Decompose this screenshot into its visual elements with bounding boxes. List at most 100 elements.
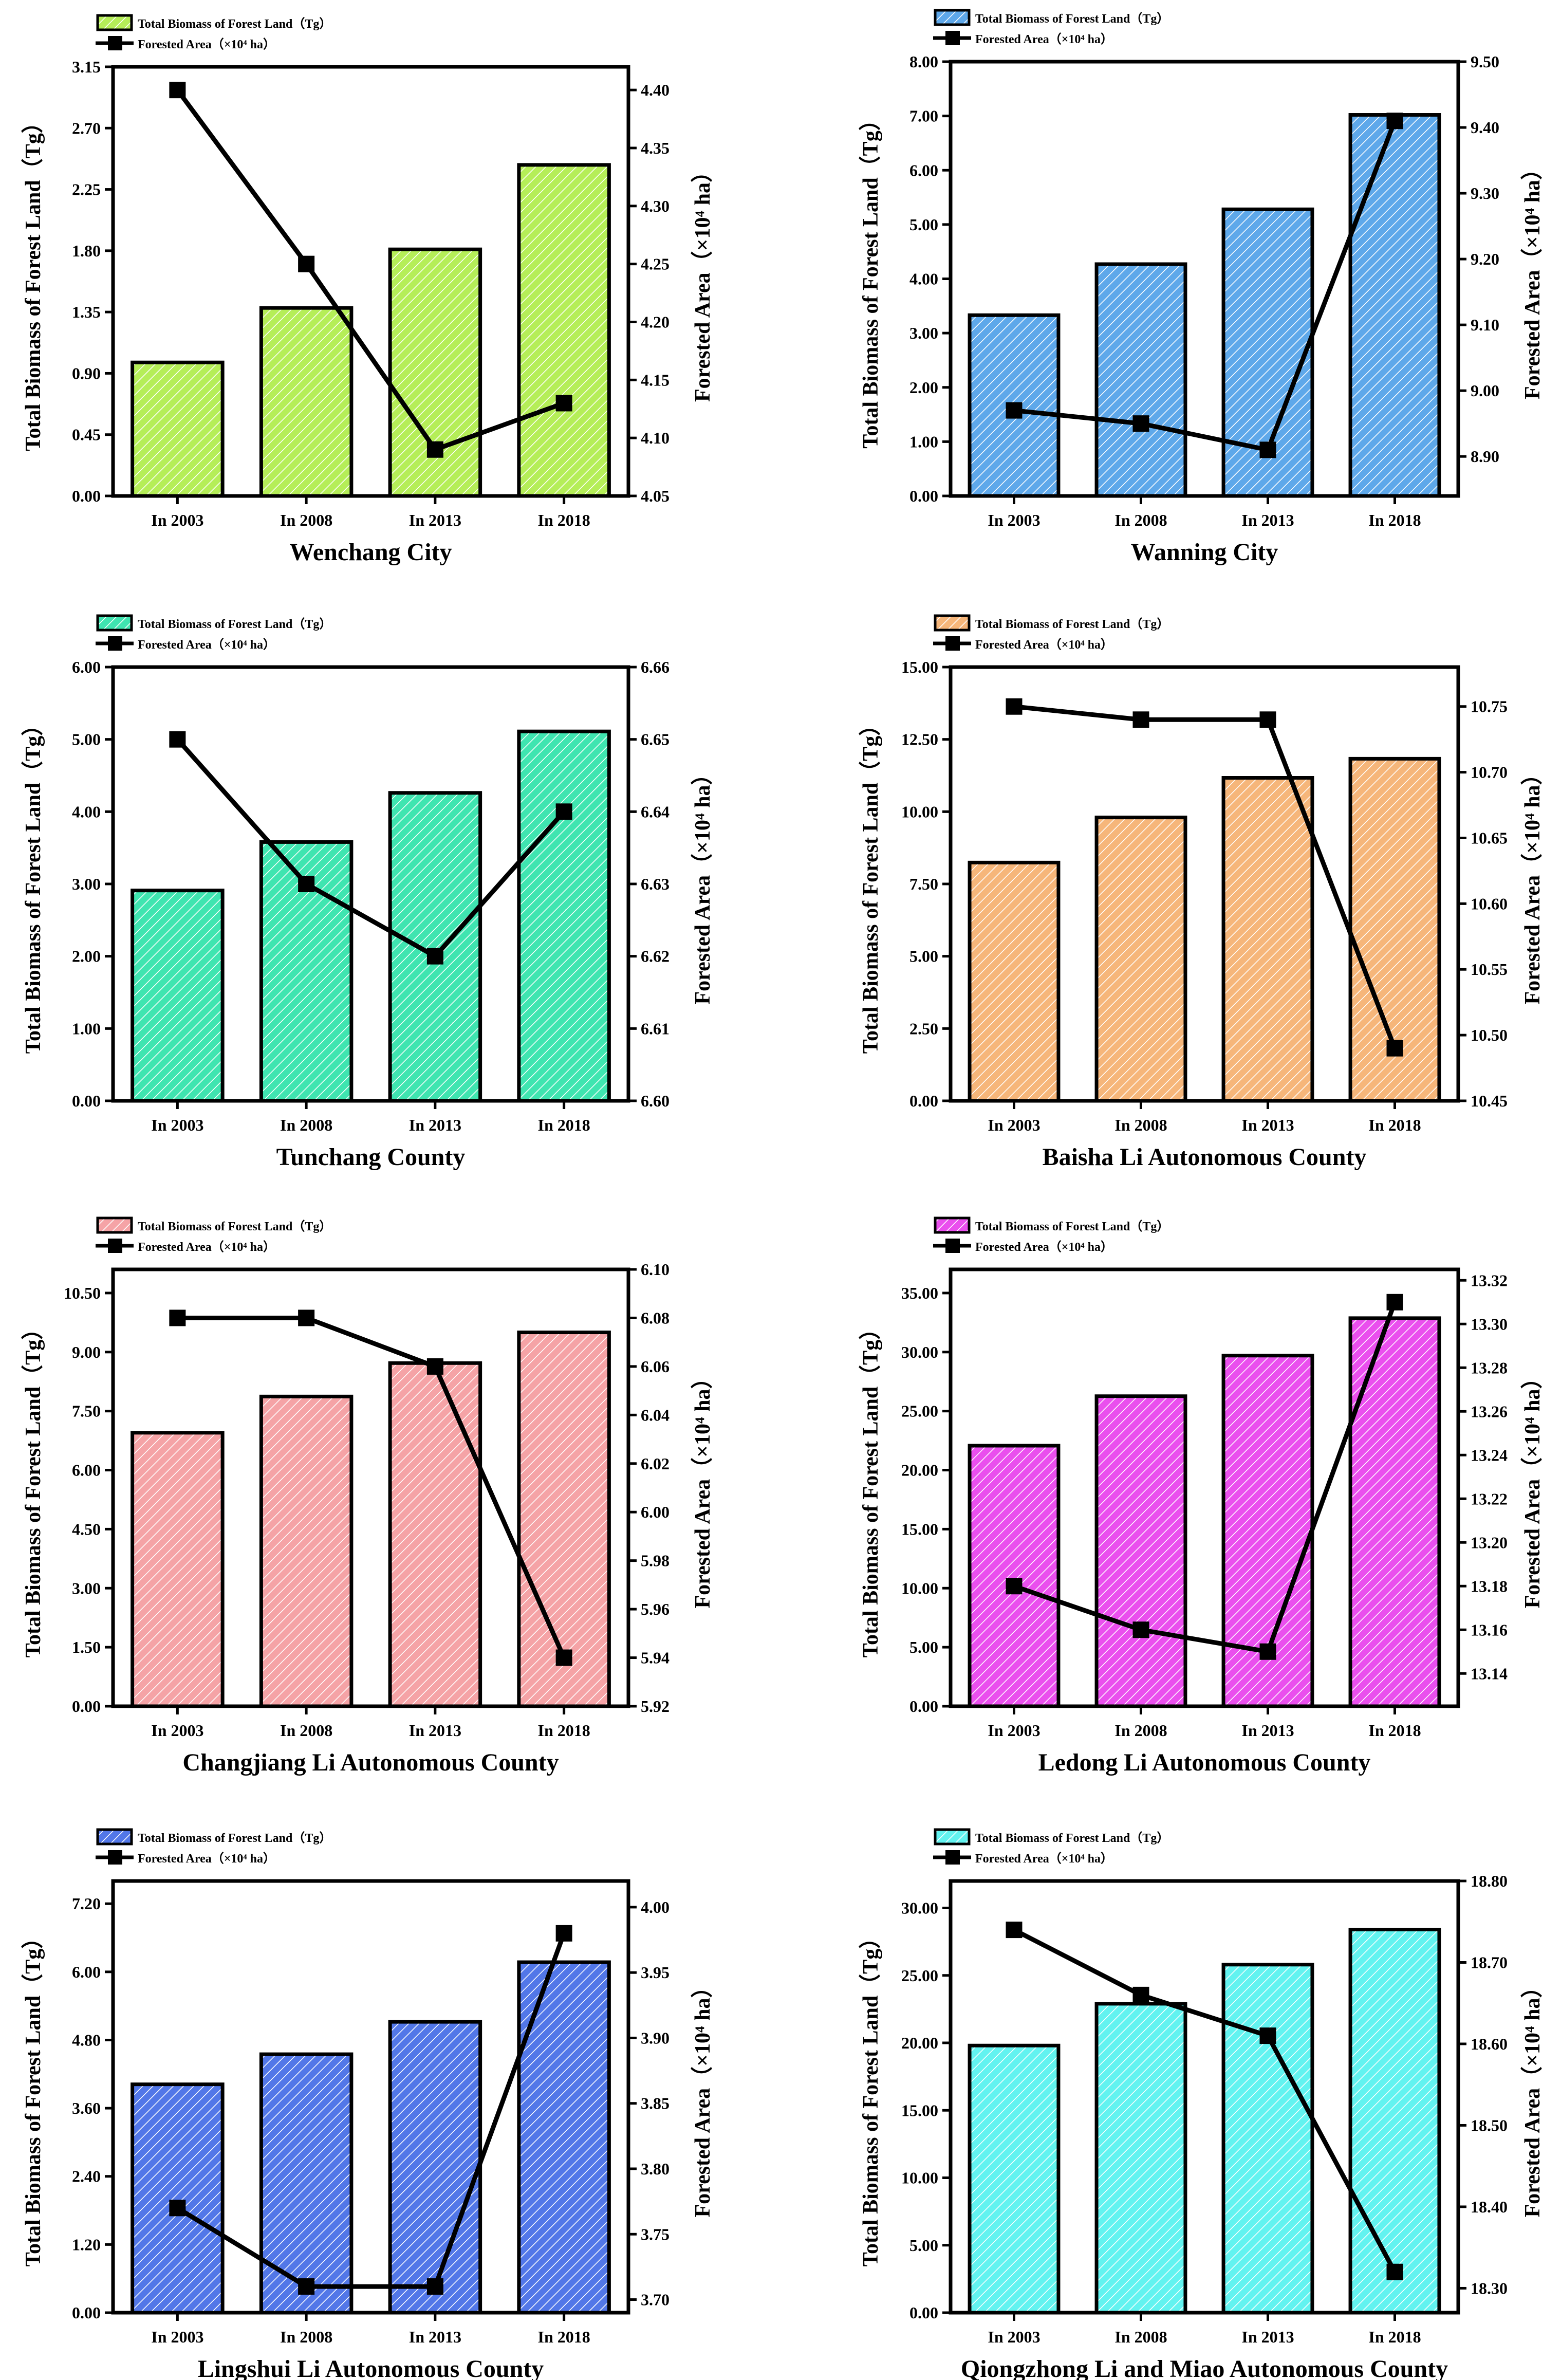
y-tick-label: 3.15	[72, 58, 101, 76]
forested-area-point	[1006, 698, 1023, 715]
bar-in-2008	[1094, 2002, 1187, 2315]
forested-area-line	[176, 737, 566, 960]
bar-in-2003	[131, 2082, 225, 2315]
y2-tick-label: 9.20	[1471, 250, 1499, 268]
y2-tick-label: 6.08	[641, 1308, 670, 1327]
y2-tick-label: 8.90	[1471, 447, 1499, 466]
chart-title: Wenchang City	[289, 539, 452, 566]
chart-title: Tunchang County	[276, 1143, 466, 1171]
forested-area-point	[555, 1925, 572, 1942]
legend-bar-swatch	[934, 9, 971, 26]
y2-axis-label: Forested Area（×10⁴ ha）	[1520, 158, 1545, 399]
y-tick-label: 2.70	[72, 119, 101, 137]
x-tick-label: In 2013	[1241, 1116, 1294, 1134]
y2-tick-label: 4.20	[641, 312, 670, 331]
plot-frame	[111, 65, 630, 498]
y-tick-label: 3.60	[72, 2099, 101, 2117]
x-tick-label: In 2008	[1114, 511, 1167, 529]
forested-area-point	[1259, 1643, 1276, 1660]
y2-tick-label: 4.05	[641, 487, 670, 505]
bar-in-2008	[1094, 262, 1187, 498]
forested-area-point	[1132, 415, 1149, 432]
forested-area-point	[1006, 1578, 1023, 1595]
y2-tick-label: 5.98	[641, 1552, 670, 1570]
y-tick-label: 25.00	[901, 1966, 938, 1985]
bar-in-2003	[131, 360, 225, 498]
forested-area-line	[1013, 1301, 1397, 1654]
chart-panel-4: 0.00 2.50 5.00 7.50 10.00 12.50 15.00 10.45 10.5…	[859, 614, 1545, 1171]
forested-area-point	[1386, 1040, 1403, 1057]
y2-tick-label: 10.55	[1471, 960, 1508, 979]
forested-area-point	[1386, 113, 1403, 130]
y-tick-label: 35.00	[901, 1284, 938, 1302]
y-tick-label: 5.00	[909, 1638, 938, 1656]
x-tick-label: In 2013	[409, 2328, 461, 2346]
legend-bar-swatch	[96, 1216, 133, 1234]
legend-bar-swatch	[96, 1828, 133, 1846]
chart-title: Lingshui Li Autonomous County	[198, 2355, 544, 2380]
chart-panel-1: 0.00 0.45 0.90 1.35 1.80 2.25 2.70 3.15 4.05 4.10…	[21, 14, 715, 566]
y2-axis-label: Forested Area（×10⁴ ha）	[691, 1977, 715, 2218]
bar-in-2003	[968, 2043, 1061, 2315]
y-tick-label: 5.00	[72, 730, 101, 749]
plot-frame	[949, 1879, 1460, 2315]
y-tick-label: 2.50	[909, 1019, 938, 1038]
y2-tick-label: 10.45	[1471, 1092, 1508, 1110]
y-tick-label: 2.25	[72, 180, 101, 199]
y2-axis-label: Forested Area（×10⁴ ha）	[691, 161, 715, 402]
y-tick-label: 2.00	[72, 947, 101, 966]
y2-tick-label: 10.65	[1471, 828, 1508, 847]
legend-label-biomass: Total Biomass of Forest Land（Tg）	[138, 1831, 331, 1845]
y2-tick-label: 13.22	[1471, 1489, 1508, 1508]
forested-area-point	[426, 2278, 443, 2295]
x-tick-label: In 2018	[1368, 1721, 1421, 1740]
y-tick-label: 6.00	[72, 1461, 101, 1480]
y-tick-label: 7.50	[72, 1402, 101, 1420]
y-tick-label: 10.00	[901, 802, 938, 821]
forested-area-point	[555, 1649, 572, 1666]
y2-tick-label: 13.26	[1471, 1402, 1508, 1420]
legend-bar-swatch	[96, 614, 133, 632]
y-tick-label: 5.00	[909, 215, 938, 234]
y-tick-label: 1.50	[72, 1638, 101, 1656]
y2-tick-label: 18.80	[1471, 1872, 1508, 1890]
legend-label-forested-area: Forested Area（×10⁴ ha）	[138, 638, 275, 652]
y2-tick-label: 13.18	[1471, 1577, 1508, 1595]
legend: Total Biomass of Forest Land（Tg） Forested…	[96, 1216, 331, 1254]
x-tick-label: In 2003	[151, 2328, 203, 2346]
forested-area-point	[555, 803, 572, 820]
y2-tick-label: 18.30	[1471, 2279, 1508, 2297]
y2-tick-label: 18.40	[1471, 2198, 1508, 2216]
bar-in-2013	[1221, 1963, 1314, 2315]
y-tick-label: 0.00	[72, 1092, 101, 1110]
legend-label-biomass: Total Biomass of Forest Land（Tg）	[975, 1220, 1169, 1233]
bar-in-2018	[1348, 113, 1441, 498]
x-tick-label: In 2008	[280, 1116, 332, 1134]
chart-panel-7: 0.00 1.20 2.40 3.60 4.80 6.00 7.20 3.70 3.75 3.80…	[21, 1828, 715, 2380]
y-tick-label: 0.45	[72, 426, 101, 444]
y2-tick-label: 3.95	[641, 1963, 670, 1982]
x-tick-label: In 2013	[1241, 2328, 1294, 2346]
y2-tick-label: 6.63	[641, 875, 670, 893]
forested-area-line	[1014, 704, 1397, 1049]
y2-tick-label: 4.10	[641, 429, 670, 447]
y-axis-label: Total Biomass of Forest Land（Tg）	[859, 109, 883, 448]
y2-tick-label: 6.62	[641, 947, 670, 966]
x-tick-label: In 2018	[538, 1116, 590, 1134]
y2-tick-label: 6.60	[641, 1092, 670, 1110]
y-tick-label: 5.00	[909, 947, 938, 966]
y-tick-label: 3.00	[72, 875, 101, 893]
y2-tick-label: 6.10	[641, 1260, 670, 1279]
y-tick-label: 1.35	[72, 303, 101, 321]
legend-label-forested-area: Forested Area（×10⁴ ha）	[975, 1240, 1113, 1254]
y2-tick-label: 10.75	[1471, 697, 1508, 716]
bar-in-2008	[259, 1394, 354, 1708]
legend-label-forested-area: Forested Area（×10⁴ ha）	[138, 1852, 275, 1866]
y2-axis-label: Forested Area（×10⁴ ha）	[691, 1368, 715, 1609]
y2-tick-label: 13.14	[1471, 1664, 1508, 1683]
y2-tick-label: 5.96	[641, 1600, 670, 1618]
legend-label-biomass: Total Biomass of Forest Land（Tg）	[138, 617, 331, 631]
y2-tick-label: 5.94	[641, 1649, 670, 1667]
plot-frame	[111, 1267, 630, 1708]
forested-area-point	[426, 1358, 443, 1375]
